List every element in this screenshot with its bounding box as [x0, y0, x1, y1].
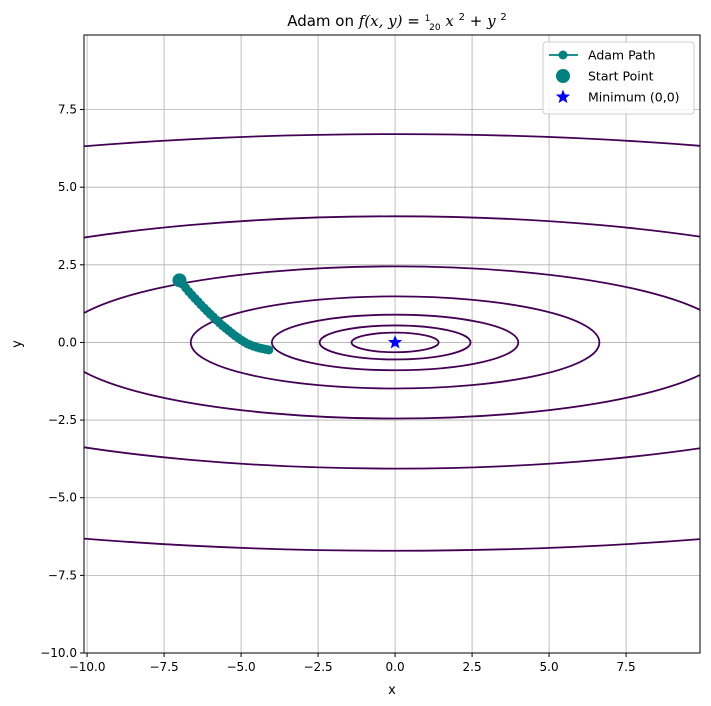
grid — [84, 35, 700, 654]
x-tick-label-6: 5.0 — [540, 660, 559, 674]
contour-lines — [84, 133, 700, 552]
y-tick-label-6: 5.0 — [58, 180, 77, 194]
legend-adam-path-marker — [558, 50, 568, 60]
contour-level-5 — [84, 215, 700, 470]
title-lhs: f(x, y) — [358, 12, 403, 30]
series-layer — [172, 273, 403, 355]
contour-level-4 — [84, 265, 700, 420]
x-axis-label: x — [388, 683, 396, 698]
x-tick-label-4: 0.0 — [386, 660, 405, 674]
title-frac-den: 20 — [429, 23, 441, 33]
legend-start-point-marker — [556, 69, 570, 83]
title-term1: x — [445, 12, 454, 30]
legend-box — [542, 41, 695, 115]
title-term2: y — [486, 12, 496, 30]
contour-level-0 — [350, 331, 440, 354]
x-tick-label-3: −2.5 — [304, 660, 333, 674]
contour-level-1 — [318, 324, 472, 361]
legend-minimum-star — [555, 89, 571, 104]
x-tick-label-5: 2.5 — [463, 660, 482, 674]
plot-frame — [83, 34, 701, 654]
contour-level-6 — [84, 133, 700, 552]
start-point-marker — [172, 273, 187, 288]
title-sup2: 2 — [500, 12, 506, 23]
x-tick-label-2: −5.0 — [227, 660, 256, 674]
y-tick-label-1: −7.5 — [48, 568, 77, 582]
adam-path-point-29 — [264, 345, 274, 355]
y-axis-label: y — [10, 340, 25, 348]
x-tick-label-0: −10.0 — [69, 660, 106, 674]
y-tick-label-5: 2.5 — [58, 258, 77, 272]
x-tick-label-7: 7.5 — [617, 660, 636, 674]
y-tick-label-3: −2.5 — [48, 413, 77, 427]
legend-start-point-label: Start Point — [588, 69, 654, 84]
chart-title: Adam on f(x, y) = 1 20 x 2 + y 2 — [287, 6, 507, 34]
title-eq: = — [407, 12, 424, 30]
legend-minimum-label: Minimum (0,0) — [588, 90, 680, 105]
title-plus: + — [470, 12, 487, 30]
legend-adam-path-label: Adam Path — [588, 48, 656, 63]
title-prefix: Adam on — [287, 12, 359, 30]
y-tick-label-2: −5.0 — [48, 491, 77, 505]
y-tick-label-7: 7.5 — [58, 103, 77, 117]
y-tick-label-0: −10.0 — [40, 646, 77, 660]
contour-level-3 — [189, 295, 601, 390]
x-tick-label-1: −7.5 — [150, 660, 179, 674]
title-frac-num: 1 — [425, 14, 431, 24]
minimum-star-marker — [387, 334, 403, 349]
legend: Adam Path Start Point Minimum (0,0) — [542, 41, 695, 115]
contour-level-2 — [270, 313, 520, 372]
axis-ticks: −10.0 −7.5 −5.0 −2.5 0.0 2.5 5.0 7.5 −10.0 −7.5 −5… — [40, 103, 635, 674]
title-sup1: 2 — [459, 12, 465, 23]
y-tick-label-4: 0.0 — [58, 335, 77, 349]
